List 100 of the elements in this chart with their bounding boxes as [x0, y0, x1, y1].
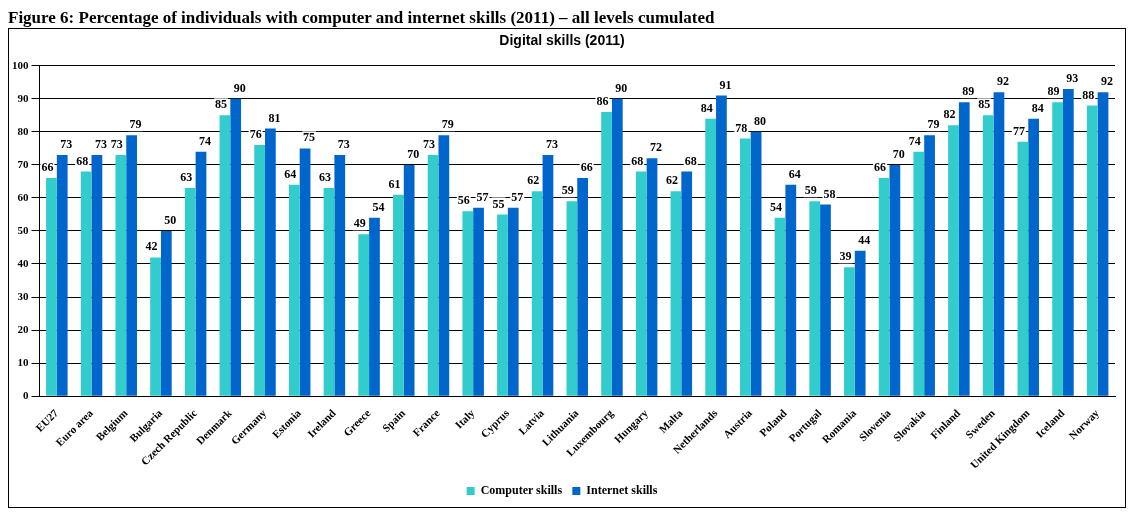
- bar: [635, 171, 647, 396]
- legend-label: Computer skills: [480, 483, 563, 498]
- bar: [531, 191, 543, 396]
- data-label: 76: [249, 127, 262, 142]
- data-label: 44: [858, 232, 871, 247]
- bar: [126, 135, 137, 396]
- data-label: 73: [423, 137, 436, 152]
- data-label: 66: [580, 160, 593, 175]
- data-label: 61: [388, 176, 401, 191]
- data-label: 70: [892, 146, 905, 161]
- data-label: 63: [319, 170, 332, 185]
- bar: [393, 194, 404, 396]
- bar: [889, 164, 901, 396]
- bar: [1017, 141, 1029, 396]
- data-label: 54: [770, 199, 783, 214]
- data-label: 93: [1066, 71, 1079, 86]
- bar: [924, 135, 935, 396]
- bar: [1062, 88, 1074, 396]
- data-label: 77: [1012, 123, 1025, 138]
- bar: [473, 207, 484, 396]
- data-label: 85: [978, 97, 991, 112]
- data-label: 79: [129, 117, 142, 132]
- y-tick-label: 40: [17, 256, 29, 269]
- bar: [1052, 102, 1063, 396]
- data-label: 64: [788, 166, 801, 181]
- data-label: 68: [631, 153, 644, 168]
- data-label: 66: [874, 160, 887, 175]
- data-label: 62: [665, 173, 678, 188]
- data-label: 73: [110, 137, 123, 152]
- bar: [115, 154, 127, 396]
- bar: [1097, 92, 1109, 396]
- y-tick-label: 100: [12, 58, 29, 71]
- bar: [739, 138, 751, 396]
- data-label: 73: [545, 137, 558, 152]
- bar: [1086, 105, 1098, 396]
- bar: [785, 184, 797, 396]
- y-tick-label: 60: [17, 190, 29, 203]
- bar: [91, 154, 103, 396]
- bar: [601, 112, 612, 396]
- bar: [150, 257, 161, 396]
- bar: [80, 171, 92, 396]
- bar: [323, 188, 335, 396]
- bar: [46, 178, 57, 396]
- bar: [854, 250, 866, 396]
- bar: [462, 211, 474, 396]
- data-label: 64: [284, 166, 297, 181]
- bar: [1028, 118, 1040, 396]
- data-label: 54: [372, 199, 385, 214]
- bar: [646, 158, 658, 396]
- y-tick-label: 70: [17, 157, 29, 170]
- bar: [542, 154, 554, 396]
- data-label: 90: [233, 80, 246, 95]
- data-label: 56: [457, 193, 470, 208]
- bar: [195, 151, 207, 396]
- data-label: 55: [492, 196, 505, 211]
- y-tick-label: 30: [17, 289, 29, 302]
- bar: [288, 184, 300, 396]
- bar: [230, 98, 242, 396]
- bar: [427, 154, 439, 396]
- data-label: 85: [214, 97, 227, 112]
- bar: [507, 207, 519, 396]
- bar: [670, 191, 682, 396]
- bar: [844, 267, 855, 396]
- bar: [358, 234, 370, 396]
- data-label: 74: [199, 133, 211, 148]
- y-tick-label: 80: [17, 124, 29, 137]
- data-label: 89: [1047, 84, 1060, 99]
- data-label: 68: [76, 153, 89, 168]
- data-label: 62: [527, 173, 540, 188]
- y-tick-label: 90: [17, 91, 29, 104]
- bar: [265, 128, 276, 396]
- data-label: 58: [823, 186, 836, 201]
- data-label: 73: [337, 137, 350, 152]
- bar: [993, 92, 1005, 396]
- data-label: 80: [754, 113, 767, 128]
- y-tick-label: 20: [17, 322, 29, 335]
- bar: [369, 217, 380, 396]
- data-label: 92: [996, 74, 1009, 89]
- bar: [878, 178, 890, 396]
- data-label: 79: [441, 117, 454, 132]
- y-tick-label: 0: [23, 388, 29, 401]
- data-label: 57: [511, 189, 524, 204]
- bar: [334, 154, 346, 396]
- bar: [438, 135, 450, 396]
- data-label: 75: [303, 130, 316, 145]
- data-label: 70: [407, 146, 420, 161]
- bar: [705, 118, 717, 396]
- y-tick-label: 50: [17, 223, 29, 236]
- bar: [681, 171, 693, 396]
- data-label: 81: [268, 110, 281, 125]
- bar: [913, 151, 925, 396]
- data-label: 92: [1101, 74, 1114, 89]
- bar: [184, 188, 196, 396]
- data-label: 88: [1082, 87, 1095, 102]
- bar: [299, 148, 311, 396]
- data-label: 82: [943, 107, 956, 122]
- data-label: 57: [476, 189, 489, 204]
- chart-title: Digital skills (2011): [499, 32, 625, 49]
- y-tick-label: 10: [17, 355, 29, 368]
- bar: [160, 230, 172, 396]
